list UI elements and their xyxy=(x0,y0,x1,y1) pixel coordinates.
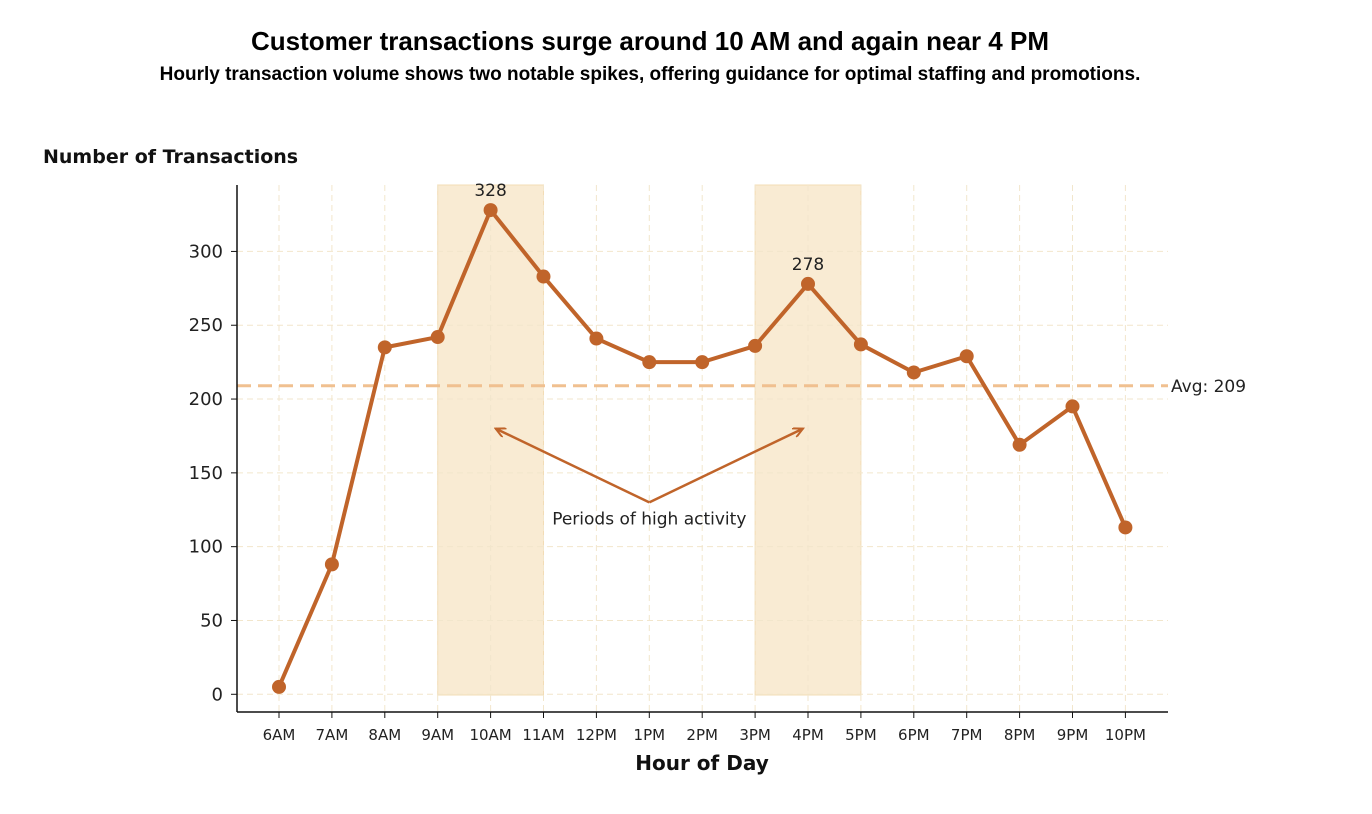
x-tick-label: 6AM xyxy=(263,726,296,744)
x-tick-label: 11AM xyxy=(522,726,564,744)
x-tick-label: 3PM xyxy=(739,726,771,744)
x-tick-label: 9AM xyxy=(421,726,454,744)
data-point-9AM xyxy=(430,330,445,345)
x-tick-label: 1PM xyxy=(634,726,666,744)
data-point-1PM xyxy=(642,355,657,370)
y-tick-label: 300 xyxy=(189,241,223,262)
chart-subtitle: Hourly transaction volume shows two nota… xyxy=(159,64,1141,85)
data-point-10PM xyxy=(1118,520,1133,535)
x-tick-label: 7AM xyxy=(316,726,349,744)
y-tick-label: 0 xyxy=(212,684,223,705)
gridlines xyxy=(237,185,1168,712)
y-axis-label: Number of Transactions xyxy=(43,146,299,168)
x-tick-label: 2PM xyxy=(686,726,718,744)
annotation-arrow-10AM xyxy=(496,429,650,504)
chart-title: Customer transactions surge around 10 AM… xyxy=(250,26,1049,56)
peak-label-4PM: 278 xyxy=(792,255,824,275)
y-ticks: 0 50 100 150 200 250 300 xyxy=(189,241,237,705)
data-point-7AM xyxy=(324,557,339,572)
x-tick-label: 10PM xyxy=(1105,726,1146,744)
data-point-7PM xyxy=(959,349,974,364)
x-tick-label: 8AM xyxy=(368,726,401,744)
x-ticks: 6AM 7AM 8AM 9AM 10AM 11AM 12PM 1PM 2PM 3PM 4PM 5PM 6… xyxy=(263,712,1146,744)
annotation-text: Periods of high activity xyxy=(552,509,746,529)
data-points xyxy=(272,203,1133,694)
average-label: Avg: 209 xyxy=(1171,377,1246,397)
data-point-4PM xyxy=(801,276,815,291)
x-tick-label: 10AM xyxy=(469,726,511,744)
data-point-6AM xyxy=(272,679,286,694)
data-point-2PM xyxy=(695,355,710,370)
x-tick-label: 9PM xyxy=(1057,726,1089,744)
data-point-5PM xyxy=(853,337,868,352)
peak-label-10AM: 328 xyxy=(474,181,506,201)
annotation-arrow-4PM xyxy=(648,429,803,504)
average-line: Avg: 209 xyxy=(237,377,1246,397)
x-tick-label: 6PM xyxy=(898,726,930,744)
y-tick-label: 100 xyxy=(189,537,223,558)
data-point-9PM xyxy=(1065,399,1080,414)
x-tick-label: 8PM xyxy=(1004,726,1036,744)
x-axis-label: Hour of Day xyxy=(635,751,768,775)
x-tick-label: 4PM xyxy=(792,726,824,744)
y-tick-label: 50 xyxy=(200,610,223,631)
y-tick-label: 200 xyxy=(189,389,223,410)
y-tick-label: 250 xyxy=(189,315,223,336)
data-point-11AM xyxy=(536,269,551,284)
x-tick-label: 5PM xyxy=(845,726,877,744)
data-point-8PM xyxy=(1012,437,1027,452)
data-point-6PM xyxy=(906,365,921,380)
x-tick-label: 12PM xyxy=(576,726,617,744)
data-point-12PM xyxy=(589,331,604,346)
data-point-3PM xyxy=(748,338,763,353)
data-point-10AM xyxy=(483,203,498,218)
data-point-8AM xyxy=(377,340,392,355)
annotation: Periods of high activity xyxy=(496,429,803,529)
y-tick-label: 150 xyxy=(189,463,223,484)
x-tick-label: 7PM xyxy=(951,726,983,744)
peak-labels: 328 278 xyxy=(474,181,824,275)
